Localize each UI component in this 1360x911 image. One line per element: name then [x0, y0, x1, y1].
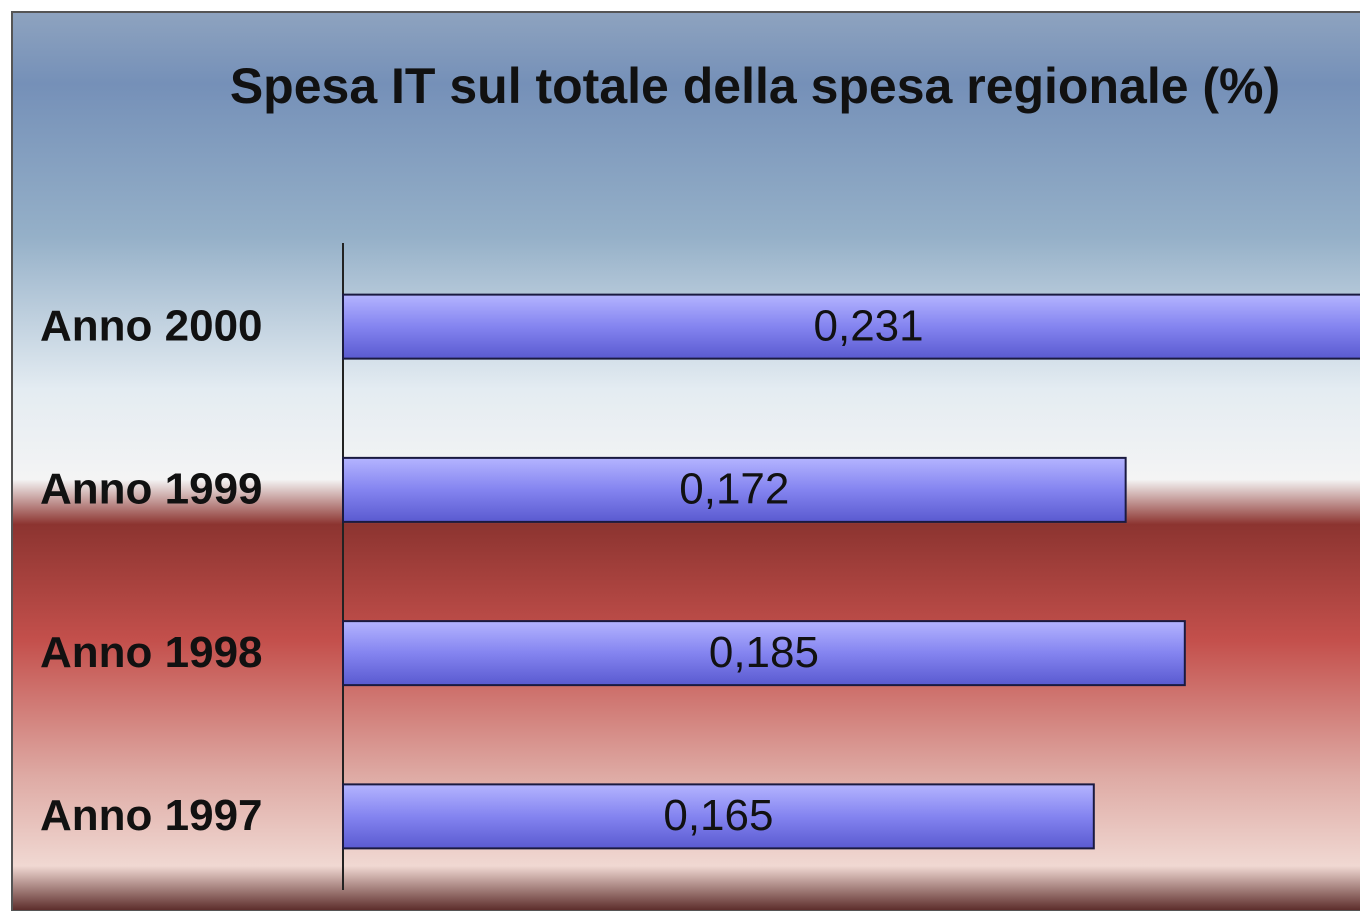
bar: [342, 456, 1127, 523]
y-tick-label: Anno 1997: [40, 791, 263, 840]
bar: [342, 620, 1186, 687]
bar: [342, 783, 1095, 850]
y-tick-label: Anno 2000: [40, 301, 263, 350]
bar: [342, 293, 1360, 360]
data-label: 0,172: [679, 465, 789, 514]
data-label: 0,165: [663, 791, 773, 840]
y-tick-label: Anno 1999: [40, 465, 263, 514]
data-label: 0,185: [709, 628, 819, 677]
data-label: 0,231: [814, 301, 924, 350]
y-tick-label: Anno 1998: [40, 628, 263, 677]
chart-title: Spesa IT sul totale della spesa regional…: [229, 58, 1281, 114]
